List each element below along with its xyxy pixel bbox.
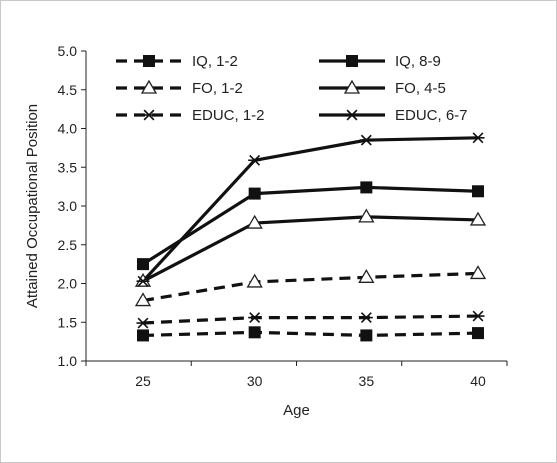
data-point-2-1 [246,273,263,288]
legend-item: EDUC, 1-2 [116,107,265,124]
legend-label: EDUC, 1-2 [192,107,265,124]
x-tick-label: 35 [359,373,375,389]
legend-item: FO, 4-5 [319,79,446,97]
series-line-4 [142,314,479,325]
axes [85,51,507,362]
data-point-3-2 [358,208,375,223]
legend-marker [343,79,361,94]
data-point-5-2 [359,134,373,146]
legend-label: FO, 1-2 [192,80,243,97]
data-point-2-3 [469,265,487,280]
legend-label: IQ, 8-9 [395,53,441,70]
data-point-3-3 [469,211,487,226]
data-point-2-2 [358,269,375,283]
data-point-4-1 [248,312,262,324]
series-lines [141,136,479,338]
legend-marker [345,109,359,121]
legend-marker [346,55,358,67]
legend-item: EDUC, 6-7 [319,107,468,124]
y-tick-label: 4.0 [58,121,78,137]
data-point-5-3 [471,132,485,144]
data-point-3-1 [246,214,263,229]
y-tick-label: 1.5 [58,314,78,330]
legend-label: IQ, 1-2 [192,53,238,70]
legend-label: EDUC, 6-7 [395,107,468,124]
series-line-3 [142,215,479,283]
legend: IQ, 1-2 IQ, 8-9 FO, 1-2 FO, 4-5 EDUC, 1-2 EDU… [116,53,468,124]
data-point-1-1 [248,187,261,200]
data-point-4-0 [136,317,150,329]
data-point-1-0 [137,258,149,271]
x-axis-label: Age [283,402,310,419]
legend-item: FO, 1-2 [116,79,243,97]
data-point-1-3 [472,185,484,198]
legend-item: IQ, 1-2 [116,53,238,70]
series-line-0 [142,330,479,338]
x-tick-label: 40 [470,373,486,389]
series-line-1 [142,185,479,266]
y-tick-label: 5.0 [58,43,78,59]
data-point-0-2 [360,329,373,342]
data-point-5-1 [248,154,262,166]
legend-marker [140,79,158,94]
data-point-2-0 [134,292,152,307]
x-tick-label: 25 [135,373,151,389]
series-line-5 [141,136,479,283]
series-markers [134,132,487,342]
y-tick-label: 3.0 [58,198,78,214]
legend-item: IQ, 8-9 [319,53,441,70]
y-tick-label: 4.5 [58,82,78,98]
data-point-4-2 [359,312,373,324]
x-tick-label: 30 [247,373,263,389]
data-point-4-3 [471,310,485,322]
y-axis-label: Attained Occupational Position [24,104,41,308]
data-point-0-1 [248,326,261,339]
y-ticks: 1.0 1.5 2.0 2.5 3.0 3.5 4.0 4.5 5.0 [58,43,86,369]
legend-marker [143,55,155,67]
legend-marker [142,109,156,121]
y-tick-label: 2.0 [58,276,78,292]
y-tick-label: 1.0 [58,353,78,369]
y-tick-label: 2.5 [58,237,78,253]
x-ticks: 25 30 35 40 [85,361,508,389]
data-point-5-0 [136,275,150,287]
data-point-0-0 [137,329,149,342]
legend-label: FO, 4-5 [395,80,446,97]
y-tick-label: 3.5 [58,159,78,175]
data-point-1-2 [360,181,373,194]
series-line-2 [142,271,479,303]
data-point-0-3 [472,327,484,340]
